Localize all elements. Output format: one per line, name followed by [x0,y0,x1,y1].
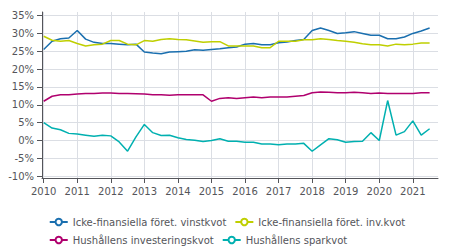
svg-text:2013: 2013 [132,186,157,197]
svg-text:Hushållens sparkvot: Hushållens sparkvot [246,234,348,246]
svg-text:2021: 2021 [400,186,425,197]
svg-text:Hushållens investeringskvot: Hushållens investeringskvot [73,234,214,246]
svg-text:2010: 2010 [31,186,56,197]
svg-text:2012: 2012 [98,186,123,197]
svg-text:2017: 2017 [266,186,291,197]
svg-text:10%: 10% [12,99,34,110]
svg-text:2019: 2019 [333,186,358,197]
svg-text:35%: 35% [12,10,34,21]
svg-text:2020: 2020 [367,186,392,197]
svg-text:Icke-finansiella föret. inv.kv: Icke-finansiella föret. inv.kvot [258,217,405,228]
svg-text:2014: 2014 [165,186,190,197]
svg-text:30%: 30% [12,28,34,39]
svg-text:15%: 15% [12,81,34,92]
svg-text:2016: 2016 [232,186,257,197]
svg-text:Icke-finansiella föret. vinstk: Icke-finansiella föret. vinstkvot [73,217,227,228]
svg-text:25%: 25% [12,46,34,57]
svg-text:0%: 0% [18,135,34,146]
svg-text:5%: 5% [18,117,34,128]
svg-text:-5%: -5% [15,153,34,164]
svg-text:-10%: -10% [8,171,34,182]
svg-text:2011: 2011 [65,186,90,197]
svg-text:2018: 2018 [299,186,324,197]
svg-text:20%: 20% [12,64,34,75]
svg-text:2015: 2015 [199,186,224,197]
